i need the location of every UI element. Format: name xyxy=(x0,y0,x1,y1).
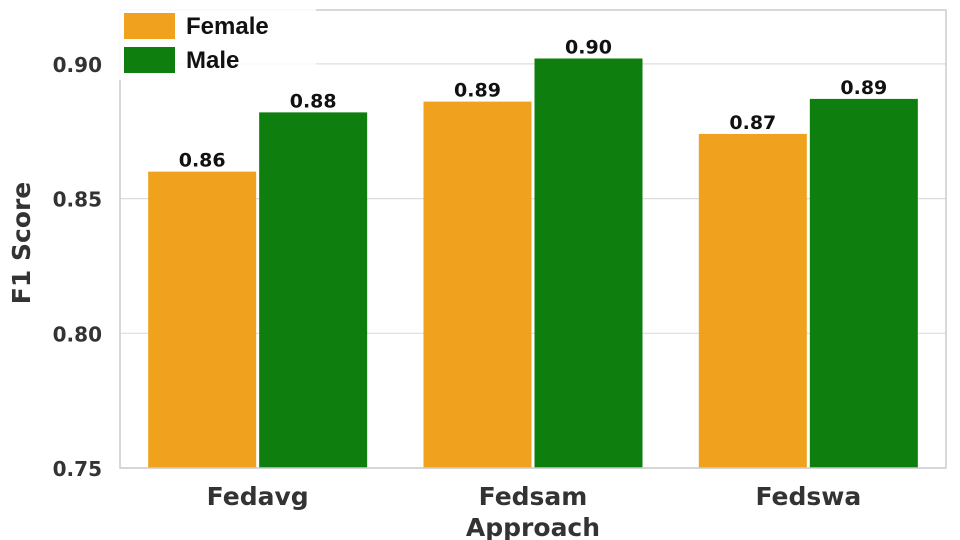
x-category-label: Fedswa xyxy=(755,482,861,511)
bar-value-label: 0.90 xyxy=(565,36,612,58)
legend-swatch-female xyxy=(124,13,175,39)
bar-male-fedswa xyxy=(809,98,918,468)
legend-label-male: Male xyxy=(186,47,239,74)
x-category-labels: Fedavg Fedsam Fedswa xyxy=(207,482,862,511)
y-tick-label: 0.85 xyxy=(53,188,102,212)
x-category-label: Fedavg xyxy=(207,482,309,511)
y-tick-label: 0.90 xyxy=(53,53,102,77)
legend-swatch-male xyxy=(124,47,175,73)
plot-frame xyxy=(119,9,947,469)
bars xyxy=(148,58,918,469)
x-axis-title: Approach xyxy=(466,513,600,540)
y-tick-label: 0.75 xyxy=(53,457,102,481)
bar-value-label: 0.86 xyxy=(179,150,226,172)
bar-value-labels: 0.86 0.88 0.89 0.90 0.87 0.89 xyxy=(179,36,888,171)
bar-male-fedsam xyxy=(534,58,643,469)
bar-female-fedavg xyxy=(148,171,257,468)
bar-value-label: 0.89 xyxy=(840,77,887,99)
bar-male-fedavg xyxy=(259,112,368,469)
bar-value-label: 0.87 xyxy=(729,112,776,134)
bar-female-fedswa xyxy=(698,133,807,468)
legend-label-female: Female xyxy=(186,13,269,40)
bar-female-fedsam xyxy=(423,101,532,468)
legend: Female Male xyxy=(118,8,316,80)
y-tick-labels: 0.75 0.80 0.85 0.90 xyxy=(53,53,102,481)
bar-value-label: 0.89 xyxy=(454,80,501,102)
y-axis-title: F1 Score xyxy=(7,182,36,304)
y-tick-label: 0.80 xyxy=(53,322,102,346)
bar-value-label: 0.88 xyxy=(290,90,337,112)
x-category-label: Fedsam xyxy=(479,482,588,511)
